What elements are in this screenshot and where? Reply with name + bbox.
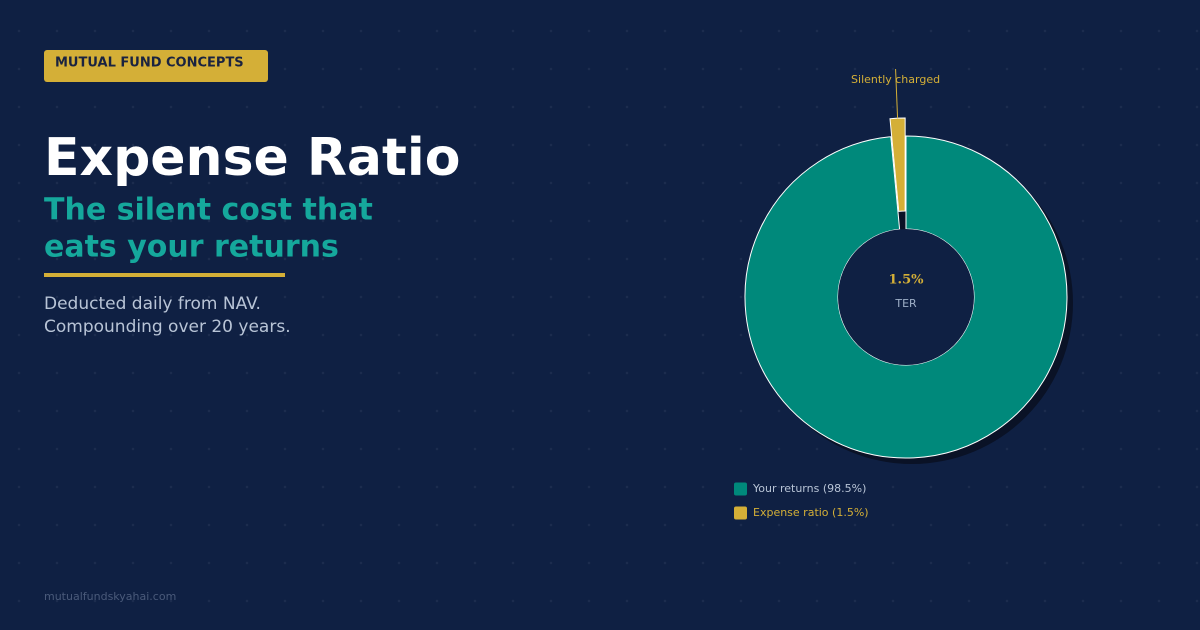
divider: [44, 273, 285, 277]
legend-label: Expense ratio (1.5%): [753, 506, 869, 519]
badge: MUTUAL FUND CONCEPTS: [55, 56, 244, 71]
subtitle: The silent cost that: [44, 193, 373, 228]
description: Deducted daily from NAV.: [44, 294, 261, 314]
badge-box: [44, 50, 268, 82]
annotation: Silently charged: [851, 73, 940, 86]
annotation-line: [895, 68, 899, 119]
donut-slice: [889, 117, 906, 212]
description: Compounding over 20 years.: [44, 317, 291, 337]
center-caption: TER: [894, 297, 917, 310]
legend-label: Your returns (98.5%): [752, 482, 866, 495]
center-label: 1.5%: [889, 273, 925, 288]
footer: mutualfundskyahai.com: [44, 590, 176, 603]
donut-hole: [838, 229, 974, 365]
subtitle: eats your returns: [44, 230, 339, 265]
legend-swatch: [734, 506, 747, 520]
legend-swatch: [734, 482, 747, 496]
title: Expense Ratio: [44, 128, 460, 188]
